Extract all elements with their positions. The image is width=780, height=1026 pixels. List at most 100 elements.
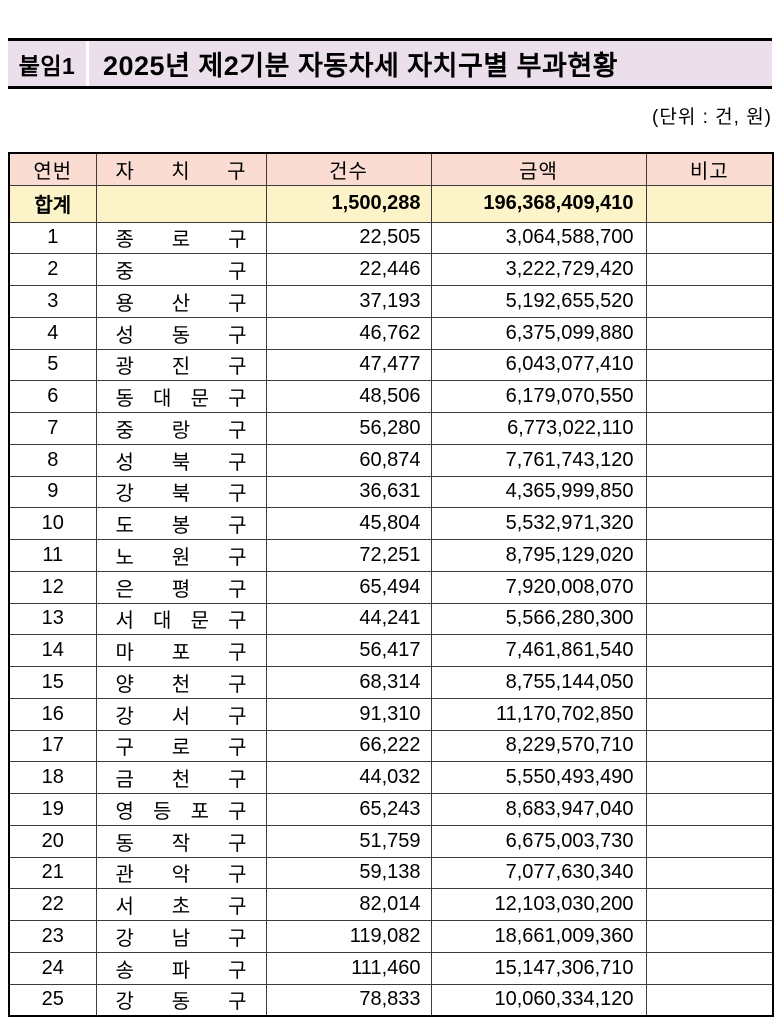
table-row: 19 영 등 포 구 65,243 8,683,947,040 — [8, 793, 774, 826]
row-no: 13 — [8, 602, 97, 636]
column-header-amount: 금액 — [430, 152, 647, 186]
row-note — [645, 856, 774, 890]
row-amount: 6,773,022,110 — [430, 412, 647, 445]
table-row: 23 강 남 구 119,082 18,661,009,360 — [8, 920, 774, 953]
page-title: 2025년 제2기분 자동차세 자치구별 부과현황 — [103, 51, 619, 81]
attachment-badge: 붙임1 — [8, 41, 89, 86]
row-count: 111,460 — [265, 951, 432, 985]
row-count: 82,014 — [265, 888, 432, 921]
row-amount: 3,222,729,420 — [430, 253, 647, 286]
table-row: 13 서 대 문 구 44,241 5,566,280,300 — [8, 602, 774, 636]
table-row: 24 송 파 구 111,460 15,147,306,710 — [8, 951, 774, 985]
row-no: 19 — [8, 793, 97, 826]
row-amount: 6,675,003,730 — [430, 824, 647, 858]
row-no: 20 — [8, 824, 97, 858]
row-amount: 5,192,655,520 — [430, 285, 647, 318]
row-note — [645, 983, 774, 1017]
row-no: 23 — [8, 920, 97, 953]
row-amount: 8,683,947,040 — [430, 793, 647, 826]
row-no: 24 — [8, 951, 97, 985]
row-note — [645, 666, 774, 699]
row-count: 65,494 — [265, 570, 432, 604]
row-count: 46,762 — [265, 316, 432, 350]
row-no: 3 — [8, 285, 97, 318]
row-count: 22,505 — [265, 221, 432, 255]
row-note — [645, 380, 774, 413]
row-count: 48,506 — [265, 380, 432, 413]
row-count: 37,193 — [265, 285, 432, 318]
row-note — [645, 729, 774, 763]
title-banner: 붙임1 2025년 제2기분 자동차세 자치구별 부과현황 — [8, 38, 772, 89]
table-row: 5 광 진 구 47,477 6,043,077,410 — [8, 348, 774, 382]
row-no: 7 — [8, 412, 97, 445]
row-count: 56,417 — [265, 634, 432, 667]
row-count: 56,280 — [265, 412, 432, 445]
row-note — [645, 570, 774, 604]
table-row: 12 은 평 구 65,494 7,920,008,070 — [8, 570, 774, 604]
row-note — [645, 602, 774, 636]
table-row: 10 도 봉 구 45,804 5,532,971,320 — [8, 507, 774, 540]
row-note — [645, 824, 774, 858]
row-no: 15 — [8, 666, 97, 699]
row-count: 51,759 — [265, 824, 432, 858]
table-row: 2 중 구 22,446 3,222,729,420 — [8, 253, 774, 286]
row-note — [645, 761, 774, 794]
table-row: 17 구 로 구 66,222 8,229,570,710 — [8, 729, 774, 763]
row-no: 21 — [8, 856, 97, 890]
total-row: 합계 1,500,288 196,368,409,410 — [8, 184, 774, 223]
row-amount: 4,365,999,850 — [430, 475, 647, 509]
row-amount: 8,795,129,020 — [430, 539, 647, 572]
row-note — [645, 920, 774, 953]
row-note — [645, 697, 774, 731]
row-amount: 11,170,702,850 — [430, 697, 647, 731]
row-no: 6 — [8, 380, 97, 413]
row-note — [645, 221, 774, 255]
row-note — [645, 793, 774, 826]
row-no: 17 — [8, 729, 97, 763]
table-body: 합계 1,500,288 196,368,409,410 1 종 로 구 22,505 3… — [8, 184, 774, 1017]
table-row: 20 동 작 구 51,759 6,675,003,730 — [8, 824, 774, 858]
row-amount: 5,550,493,490 — [430, 761, 647, 794]
row-no: 18 — [8, 761, 97, 794]
row-note — [645, 285, 774, 318]
row-amount: 6,375,099,880 — [430, 316, 647, 350]
row-note — [645, 475, 774, 509]
row-count: 60,874 — [265, 443, 432, 477]
table-row: 18 금 천 구 44,032 5,550,493,490 — [8, 761, 774, 794]
row-amount: 8,229,570,710 — [430, 729, 647, 763]
table-row: 4 성 동 구 46,762 6,375,099,880 — [8, 316, 774, 350]
row-amount: 18,661,009,360 — [430, 920, 647, 953]
table-row: 14 마 포 구 56,417 7,461,861,540 — [8, 634, 774, 667]
row-amount: 6,043,077,410 — [430, 348, 647, 382]
